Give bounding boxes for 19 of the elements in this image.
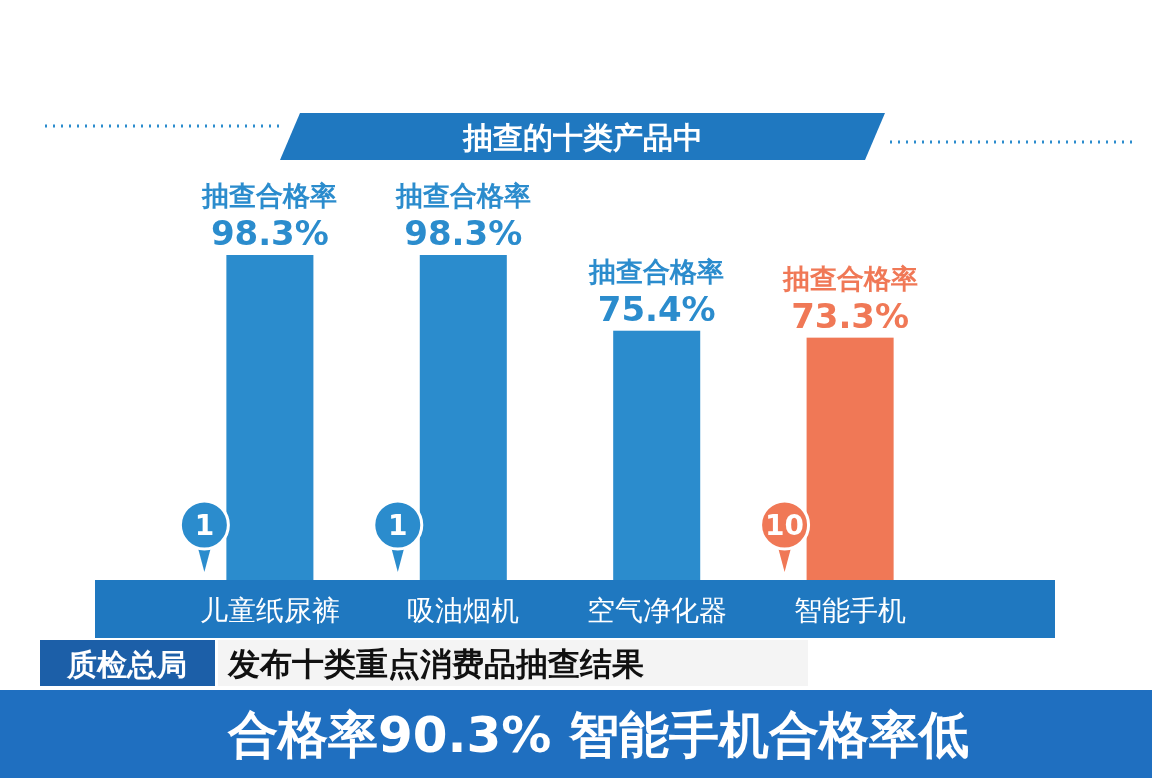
annotation: 抽查合格率 (781, 262, 918, 294)
x-tick-label: 儿童纸尿裤 (199, 594, 340, 627)
data-label: 98.3% (210, 213, 329, 253)
data-label: 75.4% (597, 288, 716, 329)
text: 发布十类重点消费品抽查结果 (227, 645, 644, 683)
text: 质检总局 (66, 647, 187, 682)
annotation: 10 (765, 509, 805, 542)
x-tick-label: 智能手机 (794, 594, 907, 627)
data-label: 73.3% (791, 295, 910, 336)
text: 合格率90.3% 智能手机合格率低 (227, 706, 969, 764)
annotation: 1 (194, 509, 215, 542)
annotation: 抽查合格率 (588, 255, 725, 287)
annotation: 1 (388, 509, 408, 542)
x-tick-label: 空气净化器 (586, 594, 727, 627)
chart-title: 抽查的十类产品中 (462, 120, 703, 155)
data-label: 98.3% (404, 213, 523, 253)
annotation: 抽查合格率 (201, 180, 338, 211)
annotation: 抽查合格率 (394, 180, 531, 211)
x-tick-label: 吸油烟机 (407, 594, 520, 627)
